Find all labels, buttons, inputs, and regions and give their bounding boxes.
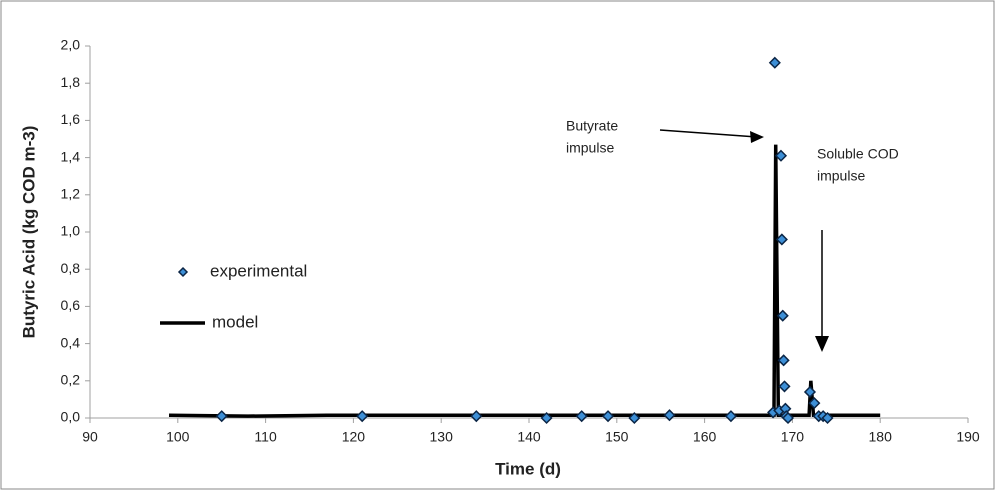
x-tick-label: 150: [605, 429, 629, 445]
data-point: [774, 149, 788, 162]
x-tick-label: 100: [166, 429, 190, 445]
data-point: [803, 385, 817, 399]
legend-label: model: [212, 312, 258, 331]
y-tick-label: 1,6: [61, 111, 81, 127]
x-tick-label: 160: [693, 429, 717, 445]
y-tick-label: 0,6: [61, 297, 81, 313]
y-tick-label: 0,4: [61, 334, 81, 350]
y-tick-label: 1,2: [61, 186, 81, 202]
y-axis-title: Butyric Acid (kg COD m-3): [19, 126, 38, 339]
annotation: Butyrate: [566, 118, 618, 134]
data-point: [601, 410, 615, 423]
x-tick-label: 90: [82, 429, 98, 445]
data-point: [778, 380, 791, 393]
x-tick-label: 110: [254, 429, 277, 445]
arrow-head: [750, 131, 764, 143]
y-tick-label: 0,8: [61, 260, 81, 276]
data-point: [777, 354, 790, 367]
data-point: [356, 410, 369, 423]
data-point: [776, 309, 789, 322]
data-point: [215, 410, 228, 423]
annotation: impulse: [566, 140, 614, 156]
x-tick-label: 180: [869, 429, 893, 445]
annotation-arrow: [659, 129, 758, 138]
data-point: [575, 410, 588, 423]
data-point: [663, 409, 676, 422]
arrow-head: [815, 336, 829, 352]
x-tick-label: 140: [517, 429, 541, 445]
data-point: [781, 411, 795, 425]
y-tick-label: 2,0: [61, 37, 81, 53]
data-point: [540, 411, 553, 425]
x-tick-label: 170: [781, 429, 805, 445]
y-tick-label: 1,4: [61, 148, 81, 164]
data-point: [768, 56, 781, 69]
y-tick-label: 1,0: [61, 223, 81, 239]
data-point: [821, 411, 834, 425]
x-tick-label: 130: [430, 429, 454, 445]
data-point: [724, 410, 738, 423]
legend-label: experimental: [210, 261, 307, 280]
data-point: [628, 411, 641, 425]
y-tick-label: 0,0: [61, 409, 81, 425]
data-point: [775, 233, 788, 246]
x-tick-label: 190: [956, 429, 980, 445]
x-tick-label: 120: [342, 429, 366, 445]
annotation: impulse: [817, 168, 865, 184]
x-axis-title: Time (d): [495, 459, 561, 478]
y-tick-label: 0,2: [61, 372, 81, 388]
annotation: Soluble COD: [817, 146, 899, 162]
data-point: [808, 397, 821, 410]
legend-swatch: [177, 266, 189, 278]
y-tick-label: 1,8: [61, 74, 81, 90]
data-point: [470, 410, 483, 423]
model-line: [168, 144, 881, 418]
